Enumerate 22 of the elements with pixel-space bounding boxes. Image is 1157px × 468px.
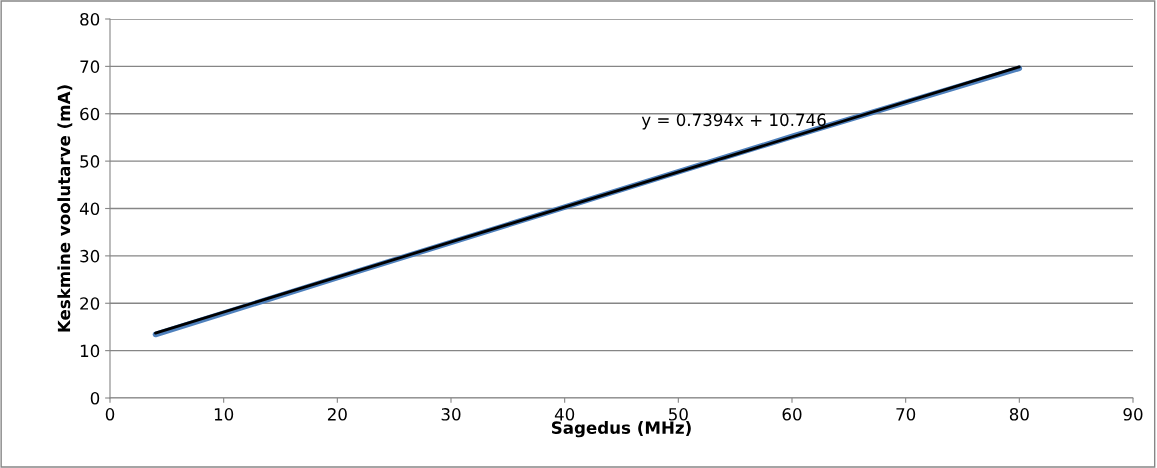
x-tick-label: 70 bbox=[896, 408, 916, 421]
y-tick-label: 30 bbox=[80, 249, 100, 263]
x-tick-label: 20 bbox=[327, 408, 347, 421]
y-tick-label: 80 bbox=[80, 12, 100, 26]
y-tick-label: 20 bbox=[80, 297, 100, 310]
y-axis-title: Keskmine voolutarve (mA) bbox=[57, 85, 73, 332]
y-tick-label: 0 bbox=[90, 391, 100, 405]
y-tick-label: 70 bbox=[80, 60, 100, 73]
y-tick-label: 60 bbox=[80, 107, 100, 121]
x-tick-label: 0 bbox=[105, 408, 115, 421]
x-tick-label: 10 bbox=[214, 408, 234, 421]
y-tick-label: 40 bbox=[79, 202, 100, 216]
x-tick-label: 50 bbox=[669, 408, 688, 421]
y-tick-label: 50 bbox=[80, 155, 100, 168]
x-tick-label: 80 bbox=[1009, 408, 1029, 421]
y-tick-label: 10 bbox=[80, 344, 100, 358]
x-tick-label: 40 bbox=[554, 408, 575, 421]
x-tick-label: 60 bbox=[782, 408, 802, 421]
annotation: y = 0.7394x + 10.746 bbox=[641, 113, 826, 130]
x-tick-label: 90 bbox=[1123, 408, 1143, 421]
x-axis-title: Sagedus (MHz) bbox=[551, 421, 691, 438]
x-tick-label: 30 bbox=[441, 408, 461, 421]
